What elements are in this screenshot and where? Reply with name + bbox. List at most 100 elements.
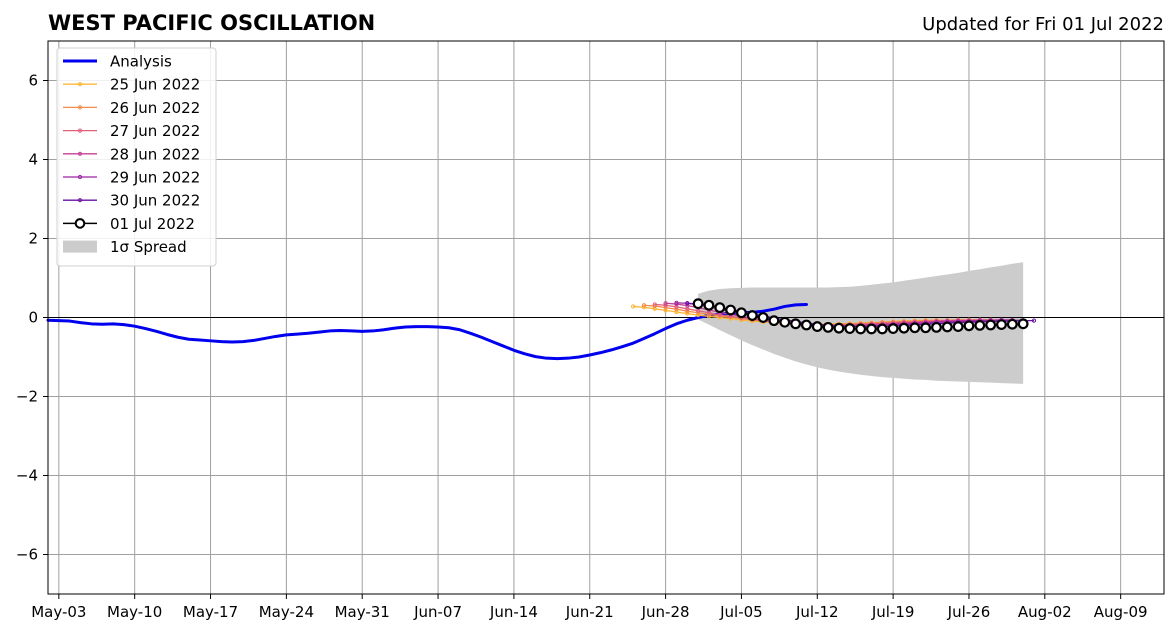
legend-marker	[77, 198, 83, 203]
legend-box	[56, 47, 217, 267]
forecast-point	[695, 313, 701, 318]
forecast-point	[692, 298, 704, 310]
legend-label: 28 Jun 2022	[110, 145, 200, 163]
x-tick-label: Jun-28	[641, 603, 690, 621]
forecast-point	[630, 304, 636, 309]
y-tick-label: 2	[28, 230, 38, 248]
x-tick-label: May-17	[183, 603, 238, 621]
x-tick-label: Jul-12	[795, 603, 839, 621]
plot-frame	[47, 40, 1165, 595]
legend-label: 25 Jun 2022	[110, 76, 200, 94]
forecast-point	[920, 322, 932, 334]
legend-item: Analysis	[63, 53, 172, 71]
y-tick-label: −2	[16, 388, 38, 406]
forecast-point	[909, 322, 921, 334]
legend-item: 01 Jul 2022	[63, 215, 195, 233]
forecast-point	[801, 319, 812, 331]
legend-item: 29 Jun 2022	[63, 169, 200, 187]
forecast-point	[652, 302, 657, 307]
x-tick-label: Jun-07	[413, 603, 462, 621]
x-tick-label: Jul-26	[947, 603, 991, 621]
forecast-point	[1006, 318, 1018, 330]
forecast-point	[887, 323, 899, 334]
forecast-point	[663, 301, 668, 306]
x-tick-label: May-10	[107, 603, 162, 621]
legend-item: 1σ Spread	[63, 238, 187, 256]
forecast-series	[692, 298, 1029, 335]
x-tick-label: Aug-09	[1094, 603, 1148, 621]
forecast-point	[779, 316, 791, 328]
forecast-point	[898, 322, 910, 334]
forecast-point	[652, 303, 657, 309]
forecast-point	[746, 310, 758, 321]
x-tick-label: Jun-14	[489, 603, 538, 621]
legend-label: 01 Jul 2022	[110, 215, 195, 233]
forecast-point	[736, 307, 747, 319]
analysis-layer	[46, 302, 808, 361]
forecast-point	[833, 322, 845, 334]
legend-label: 26 Jun 2022	[110, 99, 200, 117]
y-tick-label: −6	[16, 546, 38, 564]
forecast-point	[963, 320, 975, 332]
y-tick-label: 0	[28, 309, 38, 327]
forecast-point	[822, 321, 834, 333]
forecast-point	[685, 309, 690, 314]
forecast-point	[844, 323, 856, 334]
forecast-point	[685, 301, 690, 306]
forecast-point	[996, 319, 1007, 331]
forecast-point	[663, 305, 668, 310]
legend-marker	[77, 82, 83, 87]
x-tick-label: May-03	[31, 603, 86, 621]
x-tick-label: Jul-05	[719, 603, 763, 621]
legend-marker	[77, 151, 83, 156]
forecast-point	[768, 315, 780, 327]
forecast-point	[941, 321, 953, 333]
forecast-point	[985, 319, 997, 331]
forecast-point	[685, 303, 690, 308]
legend-label: 27 Jun 2022	[110, 122, 200, 140]
forecast-point	[703, 299, 715, 311]
forecast-point	[685, 311, 690, 316]
forecast-point	[1017, 318, 1029, 330]
legend: Analysis 25 Jun 2022 26 Jun 2022 27 Jun 202…	[56, 47, 217, 267]
forecast-point	[974, 320, 986, 331]
legend-label: 29 Jun 2022	[110, 169, 200, 187]
legend-item: 27 Jun 2022	[63, 122, 200, 140]
chart-title: WEST PACIFIC OSCILLATION	[48, 11, 375, 35]
legend-marker	[77, 174, 83, 180]
forecast-point	[855, 323, 867, 335]
x-tick-label: Jun-21	[565, 603, 614, 621]
legend-label: 1σ Spread	[110, 238, 187, 256]
x-tick-label: May-24	[259, 603, 314, 621]
legend-item: 25 Jun 2022	[63, 76, 200, 94]
legend-marker	[77, 128, 83, 133]
legend-item: 26 Jun 2022	[63, 99, 200, 117]
forecast-point	[811, 321, 823, 332]
forecast-point	[714, 302, 726, 314]
legend-marker	[74, 218, 86, 229]
forecast-point	[757, 312, 769, 323]
forecast-point	[641, 303, 647, 308]
legend-marker	[77, 105, 83, 110]
forecast-point	[790, 318, 802, 330]
legend-label: Analysis	[110, 53, 172, 71]
legend-item: 28 Jun 2022	[63, 145, 200, 163]
forecast-point	[931, 321, 942, 333]
y-tick-label: 4	[28, 151, 38, 169]
forecast-point	[876, 323, 888, 335]
x-tick-label: Jul-19	[871, 603, 915, 621]
forecast-point	[717, 312, 722, 317]
forecast-point	[866, 323, 877, 335]
legend-swatch	[63, 240, 97, 253]
forecast-point	[674, 307, 679, 312]
forecast-point	[1031, 318, 1037, 323]
x-tick-label: May-31	[335, 603, 390, 621]
legend-item: 30 Jun 2022	[63, 192, 200, 210]
forecast-point	[674, 300, 679, 305]
forecast-point	[952, 321, 964, 332]
x-tick-label: Aug-02	[1018, 603, 1072, 621]
axes: May-03 May-10 May-17 May-24 May-31 Jun-07 Jun-…	[16, 40, 1165, 621]
forecast-layer	[630, 298, 1037, 335]
y-tick-label: −4	[16, 467, 38, 485]
